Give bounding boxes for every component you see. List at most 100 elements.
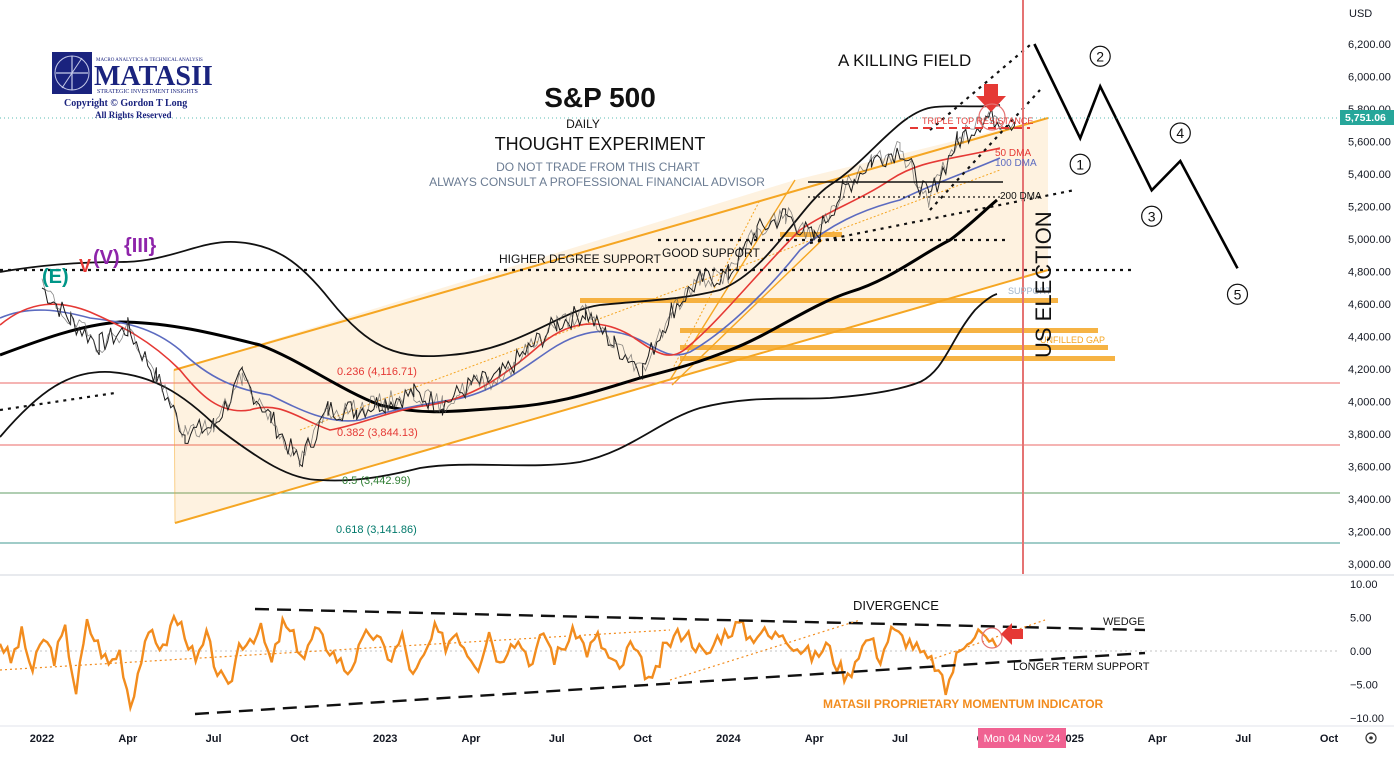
channel-upper-line [173, 117, 1049, 371]
crosshair-date: Mon 04 Nov '24 [984, 733, 1061, 745]
red-arrow-left [1001, 623, 1023, 645]
price-tick-label: 4,800.00 [1348, 267, 1391, 279]
support-zone-2 [680, 328, 1098, 333]
price-tick-label: 4,400.00 [1348, 332, 1391, 344]
indicator-tick-label: 10.00 [1350, 579, 1378, 591]
price-tick-label: 4,600.00 [1348, 299, 1391, 311]
chart-title: S&P 500 [544, 82, 656, 113]
disclaimer-2: ALWAYS CONSULT A PROFESSIONAL FINANCIAL … [429, 175, 765, 189]
time-tick-label: 2022 [30, 733, 54, 745]
price-tick-label: 6,000.00 [1348, 72, 1391, 84]
price-tick-label: 5,000.00 [1348, 234, 1391, 246]
time-tick-label: Oct [1320, 733, 1339, 745]
price-tick-label: 6,200.00 [1348, 39, 1391, 51]
bollinger-lower [0, 293, 998, 482]
indicator-name-label: MATASII PROPRIETARY MOMENTUM INDICATOR [823, 697, 1104, 711]
left-trend-line [0, 391, 116, 412]
price-tick-label: 3,800.00 [1348, 429, 1391, 441]
last-price-badge [1340, 110, 1394, 125]
time-tick-label: Oct [290, 733, 309, 745]
price-tick-label: 5,400.00 [1348, 169, 1391, 181]
subtitle: THOUGHT EXPERIMENT [495, 134, 706, 154]
momentum-highlight-circle [981, 627, 1003, 649]
indicator-tick-label: 5.00 [1350, 613, 1371, 625]
lower-trend-line [809, 188, 1076, 245]
price-tick-label: 4,200.00 [1348, 364, 1391, 376]
triple-top-label: TRIPLE TOP RESISTANCE [922, 116, 1033, 126]
support-zone-5 [780, 232, 842, 237]
dma100-label: 100 DMA [995, 158, 1037, 169]
wedge-label: WEDGE [1103, 616, 1145, 628]
time-tick-label: Apr [462, 733, 482, 745]
wave-e-label: (E) [42, 266, 69, 288]
projection-wave-path [1033, 43, 1239, 269]
fib-618-label: 0.618 (3,141.86) [336, 524, 417, 536]
wave-v-label: V [79, 256, 91, 276]
logo-sub: STRATEGIC INVESTMENT INSIGHTS [97, 89, 198, 95]
crosshair-date-badge [978, 728, 1066, 748]
disclaimer-1: DO NOT TRADE FROM THIS CHART [496, 160, 700, 174]
indicator-tick-label: −10.00 [1350, 713, 1384, 725]
indicator-axis[interactable]: −10.00 −5.00 0.00 5.00 10.00 [1350, 579, 1384, 725]
price-tick-label: 5,600.00 [1348, 137, 1391, 149]
killing-field-label: A KILLING FIELD [838, 51, 971, 70]
longer-support-label: LONGER TERM SUPPORT [1013, 661, 1150, 673]
time-tick-label: 2024 [716, 733, 741, 745]
fib-236-label: 0.236 (4,116.71) [337, 366, 417, 378]
svg-text:1: 1 [1076, 156, 1084, 172]
red-arrow-down [976, 84, 1006, 112]
wave-number-2: 2 [1089, 45, 1111, 67]
logo: MACRO ANALYTICS & TECHNICAL ANALYSIS MAT… [52, 52, 213, 120]
logo-name: MATASII [94, 61, 213, 92]
wave-paren-v-label: (V) [93, 247, 120, 269]
wave-number-5: 5 [1226, 283, 1249, 305]
time-tick-label: Jul [892, 733, 908, 745]
indicator-tick-label: −5.00 [1350, 680, 1378, 692]
wedge-upper-line [254, 607, 1146, 632]
settings-icon[interactable] [1365, 732, 1377, 744]
indicator-tick-label: 0.00 [1350, 646, 1371, 658]
top-highlight-circle [978, 103, 1006, 131]
momentum-trend-1 [0, 629, 671, 671]
momentum-trend-3 [929, 619, 1046, 661]
support-zone-1 [580, 298, 1058, 303]
svg-text:3: 3 [1148, 208, 1156, 224]
us-election-label: US ELECTION [1031, 211, 1056, 358]
wave-number-4: 4 [1169, 122, 1191, 144]
price-series-shadow [41, 110, 1015, 468]
time-tick-label: Jul [206, 733, 222, 745]
price-tick-label: 5,200.00 [1348, 202, 1391, 214]
time-tick-label: Jul [1235, 733, 1251, 745]
price-tick-label: 4,000.00 [1348, 397, 1391, 409]
dma200-label: 200 DMA [1000, 191, 1042, 202]
support-zone-3 [680, 345, 1108, 350]
time-axis[interactable]: 2022AprJulOct2023AprJulOct2024AprJulOct2… [30, 733, 1339, 745]
channel-left-edge [173, 369, 176, 524]
price-tick-label: 3,400.00 [1348, 494, 1391, 506]
wave-number-1: 1 [1069, 153, 1091, 175]
momentum-trend-2 [669, 619, 861, 681]
svg-text:2: 2 [1096, 48, 1104, 64]
dma50-label: 50 DMA [995, 148, 1031, 159]
time-tick-label: Apr [118, 733, 138, 745]
support-zone-4 [680, 356, 1115, 361]
wedge-lower-line [194, 651, 1146, 716]
good-support-label: GOOD SUPPORT [662, 246, 760, 260]
support-label: SUPPORT [1008, 286, 1052, 296]
higher-support-label: HIGHER DEGREE SUPPORT [499, 252, 661, 266]
timeframe-label: DAILY [566, 117, 600, 131]
svg-text:5: 5 [1234, 286, 1242, 302]
time-tick-label: 2023 [373, 733, 397, 745]
dma200-line [0, 198, 998, 414]
wave-number-3: 3 [1141, 205, 1163, 227]
momentum-series [0, 613, 998, 713]
price-tick-label: 3,600.00 [1348, 462, 1391, 474]
dma100-line [0, 157, 1001, 422]
wedge-dotted-line [929, 89, 1041, 211]
fib-382-label: 0.382 (3,844.13) [337, 427, 418, 439]
last-price-value: 5,751.06 [1345, 112, 1386, 124]
wave-iii-label: {III} [124, 235, 156, 257]
divergence-label: DIVERGENCE [853, 598, 939, 613]
price-tick-label: 3,200.00 [1348, 527, 1391, 539]
